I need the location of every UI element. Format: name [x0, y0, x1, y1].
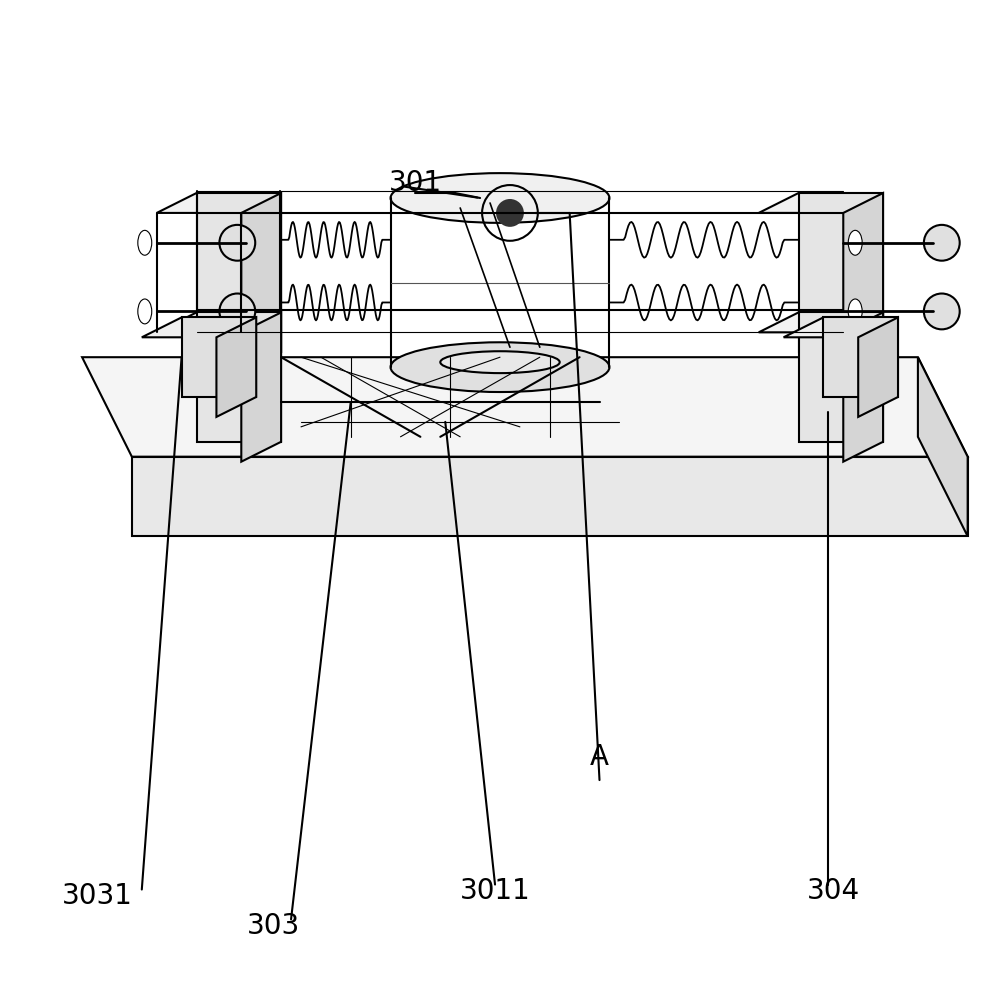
- Text: 3031: 3031: [62, 882, 132, 910]
- Polygon shape: [241, 313, 281, 462]
- Ellipse shape: [848, 300, 862, 324]
- Ellipse shape: [440, 352, 560, 374]
- Polygon shape: [759, 194, 883, 214]
- Polygon shape: [132, 457, 968, 537]
- Ellipse shape: [848, 232, 862, 256]
- Circle shape: [219, 294, 255, 330]
- Polygon shape: [142, 318, 256, 338]
- Ellipse shape: [138, 232, 152, 256]
- Polygon shape: [798, 313, 883, 442]
- Text: 301: 301: [389, 169, 442, 197]
- Polygon shape: [798, 194, 883, 353]
- Polygon shape: [918, 358, 968, 537]
- Polygon shape: [241, 194, 281, 373]
- Polygon shape: [843, 313, 883, 462]
- Polygon shape: [197, 194, 281, 353]
- Polygon shape: [216, 318, 256, 417]
- Polygon shape: [759, 313, 883, 333]
- Text: 303: 303: [247, 911, 300, 939]
- Polygon shape: [157, 194, 281, 214]
- Polygon shape: [82, 358, 968, 457]
- Text: 3011: 3011: [460, 877, 530, 905]
- Polygon shape: [157, 313, 281, 333]
- Circle shape: [924, 226, 960, 261]
- Polygon shape: [858, 318, 898, 417]
- Text: 304: 304: [807, 877, 860, 905]
- Polygon shape: [823, 318, 898, 398]
- Text: A: A: [590, 743, 609, 770]
- Ellipse shape: [138, 300, 152, 324]
- Polygon shape: [182, 318, 256, 398]
- Polygon shape: [784, 318, 898, 338]
- Circle shape: [219, 226, 255, 261]
- Circle shape: [496, 200, 524, 228]
- Circle shape: [924, 294, 960, 330]
- Ellipse shape: [391, 343, 609, 393]
- Polygon shape: [843, 194, 883, 373]
- Ellipse shape: [391, 174, 609, 224]
- Polygon shape: [197, 313, 281, 442]
